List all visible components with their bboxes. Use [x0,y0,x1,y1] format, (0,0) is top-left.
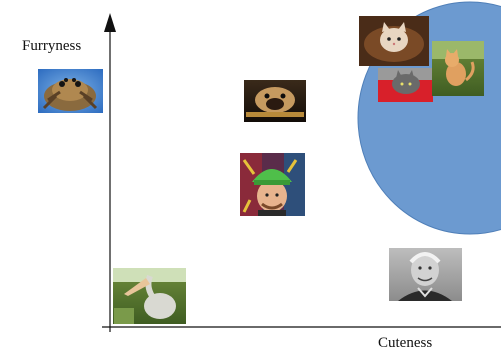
man-in-green-hat-photo [240,153,305,216]
y-axis-label: Furryness [22,38,82,54]
kitten-in-basket-photo [359,16,429,66]
pelican-photo [113,268,186,324]
kitten-on-grass-photo [432,41,484,96]
kitten-on-red-blanket-photo [378,68,433,102]
pug-photo [244,80,306,122]
elderly-man-photo [389,248,462,301]
x-axis-label: Cuteness [378,335,433,351]
jumping-spider-photo [38,69,103,113]
y-axis-arrow-icon [104,13,116,32]
